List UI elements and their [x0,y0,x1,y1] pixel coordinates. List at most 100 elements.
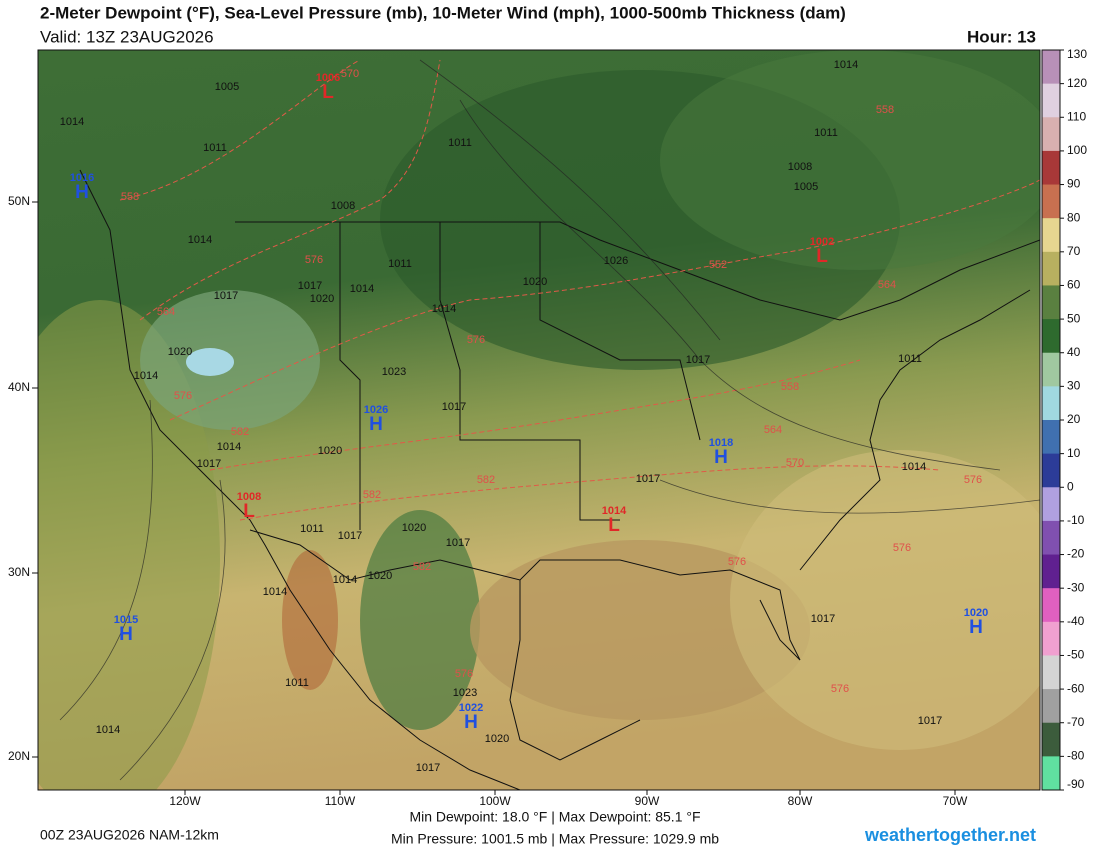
colorbar-segment [1042,722,1060,757]
thickness-label: 582 [477,474,495,486]
isobars [59,59,1040,781]
thickness-label: 558 [876,104,894,116]
isobar-label: 1017 [197,458,221,470]
pacific-field [38,300,220,790]
isobar-label: 1017 [442,401,466,413]
isobar-label: 1014 [217,441,241,453]
lon-label: 90W [635,794,660,808]
thickness-label: 582 [231,426,249,438]
center-pressure: 1026 [364,404,388,416]
colorbar-label: -80 [1067,749,1085,763]
colorbar-label: 130 [1067,47,1087,61]
isobar-label: 1017 [446,537,470,549]
gulf-of-mexico [470,540,810,720]
isobar-label: 1014 [263,586,287,598]
model-run: 00Z 23AUG2026 NAM-12km [40,827,219,843]
thickness-label: 576 [964,474,982,486]
thickness-label: 576 [455,668,473,680]
thickness-label: 558 [781,381,799,393]
colorbar-label: 60 [1067,278,1081,292]
isobar-label: 1011 [448,137,472,149]
colorbar-segment [1042,655,1060,690]
center-pressure: 1018 [709,437,733,449]
thickness-label: 582 [413,561,431,573]
dewpoint-range: Min Dewpoint: 18.0 °F | Max Dewpoint: 85… [409,809,700,825]
center-pressure: 1016 [70,172,94,184]
isobar-label: 1011 [814,127,838,139]
center-letter: L [322,82,334,103]
colorbar-segment [1042,621,1060,656]
isobar-label: 1020 [168,346,192,358]
isobar-label: 1017 [416,762,440,774]
isobar-label: 1017 [214,290,238,302]
thickness-label: 558 [121,191,139,203]
isobar-label: 1020 [523,276,547,288]
colorbar-segment [1042,285,1060,320]
isobar-label: 1014 [902,461,926,473]
center-letter: L [243,501,255,522]
center-pressure: 1002 [810,236,834,248]
center-letter: H [75,182,89,203]
isobar-label: 1014 [134,370,158,382]
colorbar-segment [1042,83,1060,118]
center-pressure: 1020 [964,607,988,619]
colorbar-label: 80 [1067,210,1081,224]
isobar-label: 1017 [811,613,835,625]
isobar-label: 1026 [604,255,628,267]
isobar-label: 1017 [298,280,322,292]
isobar-label: 1014 [834,59,858,71]
map-area [38,50,1040,790]
isobar-label: 1020 [402,522,426,534]
isobar-label: 1017 [918,715,942,727]
colorbar-segment [1042,487,1060,522]
colorbar-segment [1042,386,1060,421]
thickness-label: 576 [831,683,849,695]
lat-label: 20N [8,749,30,763]
thickness-label: 576 [174,390,192,402]
isobar-label: 1020 [318,445,342,457]
isobar-label: 1017 [686,354,710,366]
colorbar-label: -20 [1067,547,1085,561]
isobar-label: 1014 [333,574,357,586]
isobar-label: 1014 [188,234,212,246]
atlantic-field [730,450,1040,750]
colorbar-label: -40 [1067,614,1085,628]
lon-label: 120W [169,794,201,808]
colorbar-frame [1041,49,1061,791]
thickness-label: 552 [709,259,727,271]
thickness-label: 564 [157,306,175,318]
isobar-label: 1011 [203,142,227,154]
colorbar-label: 30 [1067,379,1081,393]
lat-label: 40N [8,380,30,394]
center-pressure: 1006 [316,72,340,84]
colorbar-label: 90 [1067,177,1081,191]
lon-label: 80W [788,794,813,808]
colorbar-label: 40 [1067,345,1081,359]
thickness-label: 570 [341,68,359,80]
thickness-label: 570 [786,457,804,469]
colorbar-label: -30 [1067,580,1085,594]
thickness-label: 564 [878,279,896,291]
thickness-label: 576 [893,542,911,554]
dry-region [186,348,234,376]
isobar-label: 1017 [338,530,362,542]
isobar-label: 1014 [432,303,456,315]
mexico-plateau [360,510,480,730]
thickness-label: 576 [728,556,746,568]
colorbar-label: 120 [1067,76,1087,90]
center-pressure: 1015 [114,614,138,626]
isobar-label: 1014 [60,116,84,128]
borders [79,169,1040,790]
colorbar-segment [1042,756,1060,791]
colorbar-segment [1042,184,1060,219]
forecast-hour: Hour: 13 [967,27,1036,46]
site-link[interactable]: weathertogether.net [864,825,1036,845]
center-letter: L [608,515,620,536]
lon-label: 100W [479,794,511,808]
colorbar-label: -90 [1067,777,1085,791]
colorbar-segment [1042,689,1060,724]
isobar-label: 1020 [368,570,392,582]
colorbar-segment [1042,319,1060,354]
